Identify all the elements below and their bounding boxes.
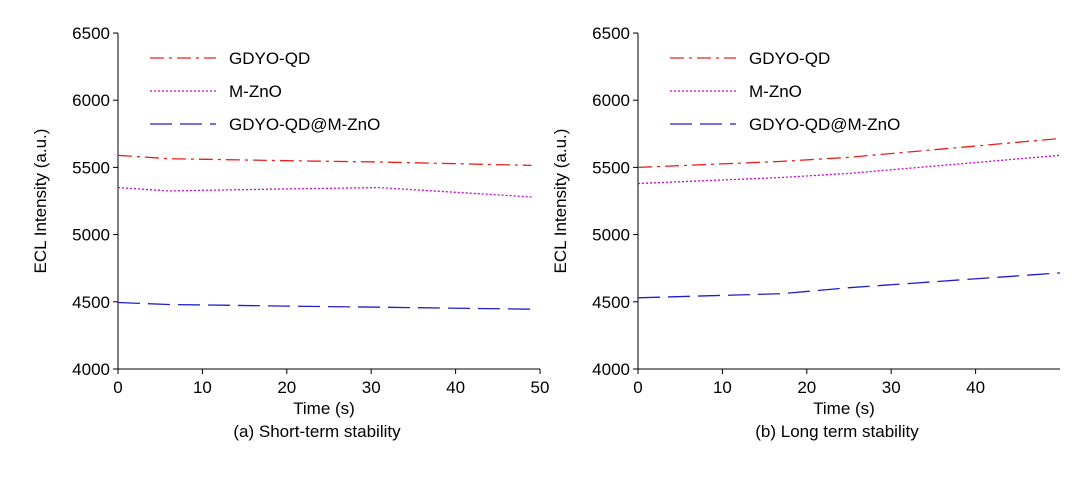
chart-caption: (a) Short-term stability [233, 422, 401, 441]
x-tick-label: 40 [446, 378, 465, 397]
x-axis-title: Time (s) [293, 399, 355, 418]
x-axis-title: Time (s) [813, 399, 875, 418]
series-line-gdyo-qd-m-zno [117, 301, 532, 310]
legend-label: GDYO-QD [229, 49, 310, 68]
legend-label: M-ZnO [229, 82, 282, 101]
x-tick-label: 20 [797, 378, 816, 397]
legend-label: GDYO-QD@M-ZnO [229, 115, 380, 134]
y-tick-label: 6500 [592, 24, 630, 43]
y-tick-label: 6000 [72, 91, 110, 110]
x-tick-label: 20 [277, 378, 296, 397]
y-axis-title: ECL Intensity (a.u.) [551, 129, 570, 274]
series-line-gdyo-qd-m-zno [637, 272, 1061, 299]
y-tick-label: 5500 [72, 158, 110, 177]
y-tick-label: 4500 [72, 293, 110, 312]
y-tick-label: 5500 [592, 158, 630, 177]
legend-label: GDYO-QD [749, 49, 830, 68]
x-tick-label: 10 [713, 378, 732, 397]
y-axis-title: ECL Intensity (a.u.) [31, 129, 50, 274]
chart-panel-1: 4000 4500 5000 5500 6000 6500 0 10 20 30 40 50 Time … [31, 24, 549, 441]
y-tick-label: 6500 [72, 24, 110, 43]
y-tick-label: 4500 [592, 293, 630, 312]
x-tick-label: 50 [531, 378, 550, 397]
legend-label: M-ZnO [749, 82, 802, 101]
y-tick-label: 5000 [72, 226, 110, 245]
y-tick-label: 4000 [72, 360, 110, 379]
series-line-m-zno [117, 186, 532, 198]
x-tick-label: 0 [633, 378, 642, 397]
series-line-gdyo-qd [117, 154, 532, 167]
chart-panel-2: 4000 4500 5000 5500 6000 6500 0 10 20 30 40 Time (s… [551, 24, 1061, 441]
legend: GDYO-QD M-ZnO GDYO-QD@M-ZnO [150, 49, 380, 134]
series-line-gdyo-qd [637, 137, 1061, 169]
x-tick-label: 30 [882, 378, 901, 397]
legend: GDYO-QD M-ZnO GDYO-QD@M-ZnO [670, 49, 900, 134]
x-tick-label: 30 [362, 378, 381, 397]
series-line-m-zno [637, 154, 1061, 185]
chart-caption: (b) Long term stability [755, 422, 919, 441]
x-tick-label: 10 [193, 378, 212, 397]
x-tick-label: 40 [966, 378, 985, 397]
x-tick-label: 0 [113, 378, 122, 397]
legend-label: GDYO-QD@M-ZnO [749, 115, 900, 134]
y-tick-label: 4000 [592, 360, 630, 379]
y-tick-label: 6000 [592, 91, 630, 110]
y-tick-label: 5000 [592, 226, 630, 245]
